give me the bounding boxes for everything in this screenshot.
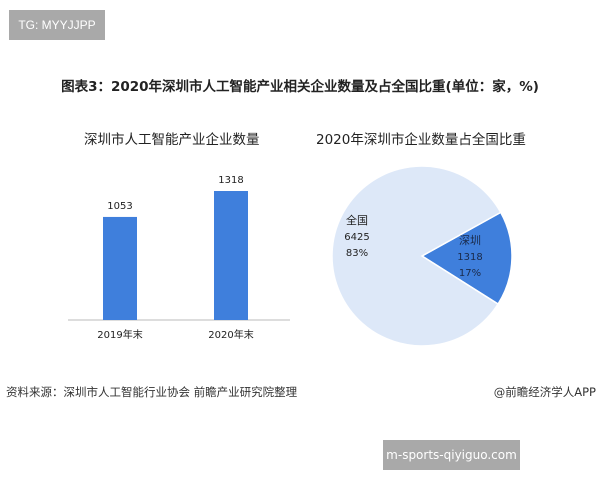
x-tick-label: 2020年末: [208, 328, 253, 341]
x-tick-label: 2019年末: [97, 328, 142, 341]
pie-slice-深圳: [420, 211, 513, 306]
pie-value-label: 6425: [344, 232, 369, 243]
bar-2020年末: [214, 191, 248, 320]
pie-chart-title: 2020年深圳市企业数量占全国比重: [316, 132, 526, 148]
site-label: m-sports-qiyiguo.com: [383, 440, 520, 470]
pie-percent-label: 17%: [459, 268, 481, 279]
bar-data-label: 1053: [107, 201, 132, 212]
credit-note: @前瞻经济学人APP: [493, 385, 596, 399]
pie-percent-label: 83%: [346, 248, 368, 259]
pie-label: 全国: [346, 213, 368, 227]
bar-2019年末: [103, 216, 137, 320]
bar-chart-title: 深圳市人工智能产业企业数量: [84, 132, 260, 148]
tag-label: TG: MYYJJPP: [9, 10, 105, 40]
bar-data-label: 1318: [218, 175, 243, 186]
pie-value-label: 1318: [457, 252, 482, 263]
figure-title: 图表3：2020年深圳市人工智能产业相关企业数量及占全国比重(单位：家，%): [61, 79, 539, 95]
pie-slice-全国: [331, 165, 502, 347]
pie-label: 深圳: [459, 234, 481, 247]
source-note: 资料来源：深圳市人工智能行业协会 前瞻产业研究院整理: [6, 385, 298, 399]
